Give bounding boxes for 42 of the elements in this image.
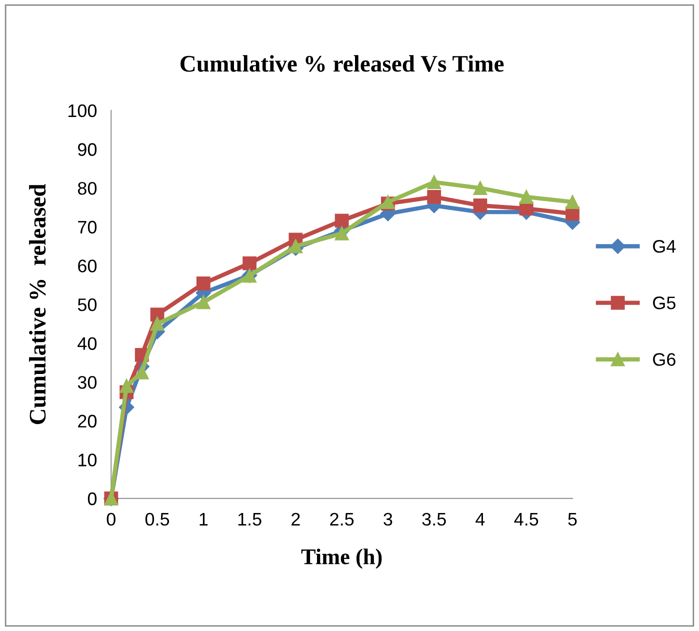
y-axis-title: Cumulative % released <box>29 184 46 424</box>
point <box>334 226 349 240</box>
x-axis-title: Time (h) <box>301 548 382 569</box>
point <box>473 181 488 195</box>
y-tick-label: 80 <box>78 182 97 195</box>
point <box>427 190 442 204</box>
y-tick-label: 40 <box>78 337 97 350</box>
chart-title: Cumulative % released Vs Time <box>180 55 504 72</box>
point <box>473 198 488 212</box>
x-tick-label: 3 <box>384 512 392 526</box>
x-tick-label: 0 <box>106 512 116 526</box>
y-tick-label: 100 <box>68 104 97 118</box>
legend-label: G5 <box>653 296 676 310</box>
y-tick-label: 60 <box>78 260 97 272</box>
point <box>288 239 303 254</box>
point <box>519 190 534 204</box>
point <box>427 175 442 190</box>
y-tick-label: 70 <box>78 220 97 234</box>
point <box>196 276 210 290</box>
x-tick-label: 3.5 <box>422 512 446 526</box>
y-tick-label: 20 <box>78 414 97 428</box>
legend-label: G6 <box>653 353 676 366</box>
point <box>150 316 164 331</box>
x-tick-label: 0.5 <box>145 512 170 526</box>
legend-label: G4 <box>653 240 676 253</box>
x-tick-label: 1.5 <box>238 513 262 526</box>
x-tick-label: 4 <box>476 513 485 526</box>
y-tick-label: 10 <box>78 454 97 466</box>
x-tick-label: 2 <box>292 512 300 526</box>
y-tick-label: 0 <box>88 492 97 506</box>
x-tick-label: 4.5 <box>514 513 538 526</box>
point <box>566 195 580 209</box>
x-tick-label: 5 <box>568 513 577 526</box>
x-tick-label: 1 <box>200 513 208 526</box>
y-tick-label: 90 <box>78 143 97 156</box>
x-tick-label: 2.5 <box>330 512 354 526</box>
y-tick-label: 30 <box>78 376 97 389</box>
point <box>196 295 210 310</box>
point <box>120 379 134 393</box>
point <box>334 214 349 228</box>
y-tick-label: 50 <box>78 298 97 312</box>
point <box>242 256 256 270</box>
